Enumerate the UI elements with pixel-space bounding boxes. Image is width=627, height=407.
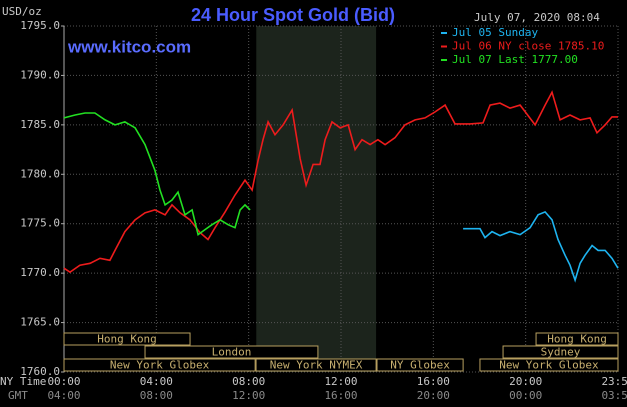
x2-tick-label: 12:00 <box>232 389 265 402</box>
y-tick-label: 1785.0 <box>20 118 60 131</box>
x-axis-label: NY Time <box>0 375 46 388</box>
session-label: New York NYMEX <box>270 359 363 372</box>
session-box <box>144 345 319 359</box>
x2-axis-label: GMT <box>8 389 28 402</box>
session-box <box>479 358 619 372</box>
x-tick-label: 12:00 <box>324 375 357 388</box>
timestamp: July 07, 2020 08:04 <box>474 11 600 24</box>
session-box <box>63 332 191 346</box>
site-url: www.kitco.com <box>67 37 191 56</box>
price-line <box>63 112 251 236</box>
x-tick-label: 23:59 <box>601 375 627 388</box>
y-tick-label: 1775.0 <box>20 217 60 230</box>
x-tick-label: 00:00 <box>47 375 80 388</box>
y-tick-label: 1760.0 <box>20 365 60 378</box>
session-box <box>63 358 256 372</box>
x2-tick-label: 03:59 <box>601 389 627 402</box>
y-axis-label: USD/oz <box>2 5 42 18</box>
x-tick-label: 04:00 <box>140 375 173 388</box>
session-box <box>376 358 464 372</box>
plot-area <box>61 25 619 373</box>
y-tick-label: 1790.0 <box>20 68 60 81</box>
session-box <box>255 358 377 372</box>
session-label: London <box>212 346 252 359</box>
x-tick-label: 16:00 <box>417 375 450 388</box>
x-tick-label: 08:00 <box>232 375 265 388</box>
y-tick-label: 1765.0 <box>20 316 60 329</box>
price-line <box>463 210 619 283</box>
x-tick-label: 20:00 <box>509 375 542 388</box>
chart-title: 24 Hour Spot Gold (Bid) <box>191 5 395 25</box>
x2-tick-label: 16:00 <box>324 389 357 402</box>
session-box <box>502 345 619 359</box>
shaded-region <box>256 26 377 372</box>
legend-label: Jul 06 NY close 1785.10 <box>452 40 604 53</box>
session-label: Hong Kong <box>547 333 607 346</box>
legend-label: Jul 07 Last 1777.00 <box>452 53 578 66</box>
x2-tick-label: 00:00 <box>509 389 542 402</box>
price-line <box>63 90 618 274</box>
y-tick-label: 1770.0 <box>20 266 60 279</box>
x2-tick-label: 20:00 <box>417 389 450 402</box>
legend-label: Jul 05 Sunday <box>452 26 538 39</box>
x2-tick-label: 04:00 <box>47 389 80 402</box>
session-label: Hong Kong <box>97 333 157 346</box>
x2-tick-label: 08:00 <box>140 389 173 402</box>
session-box <box>535 332 619 346</box>
session-label: New York Globex <box>110 359 210 372</box>
session-label: New York Globex <box>499 359 599 372</box>
session-label: NY Globex <box>390 359 450 372</box>
y-tick-label: 1795.0 <box>20 19 60 32</box>
y-tick-label: 1780.0 <box>20 167 60 180</box>
session-label: Sydney <box>541 346 581 359</box>
